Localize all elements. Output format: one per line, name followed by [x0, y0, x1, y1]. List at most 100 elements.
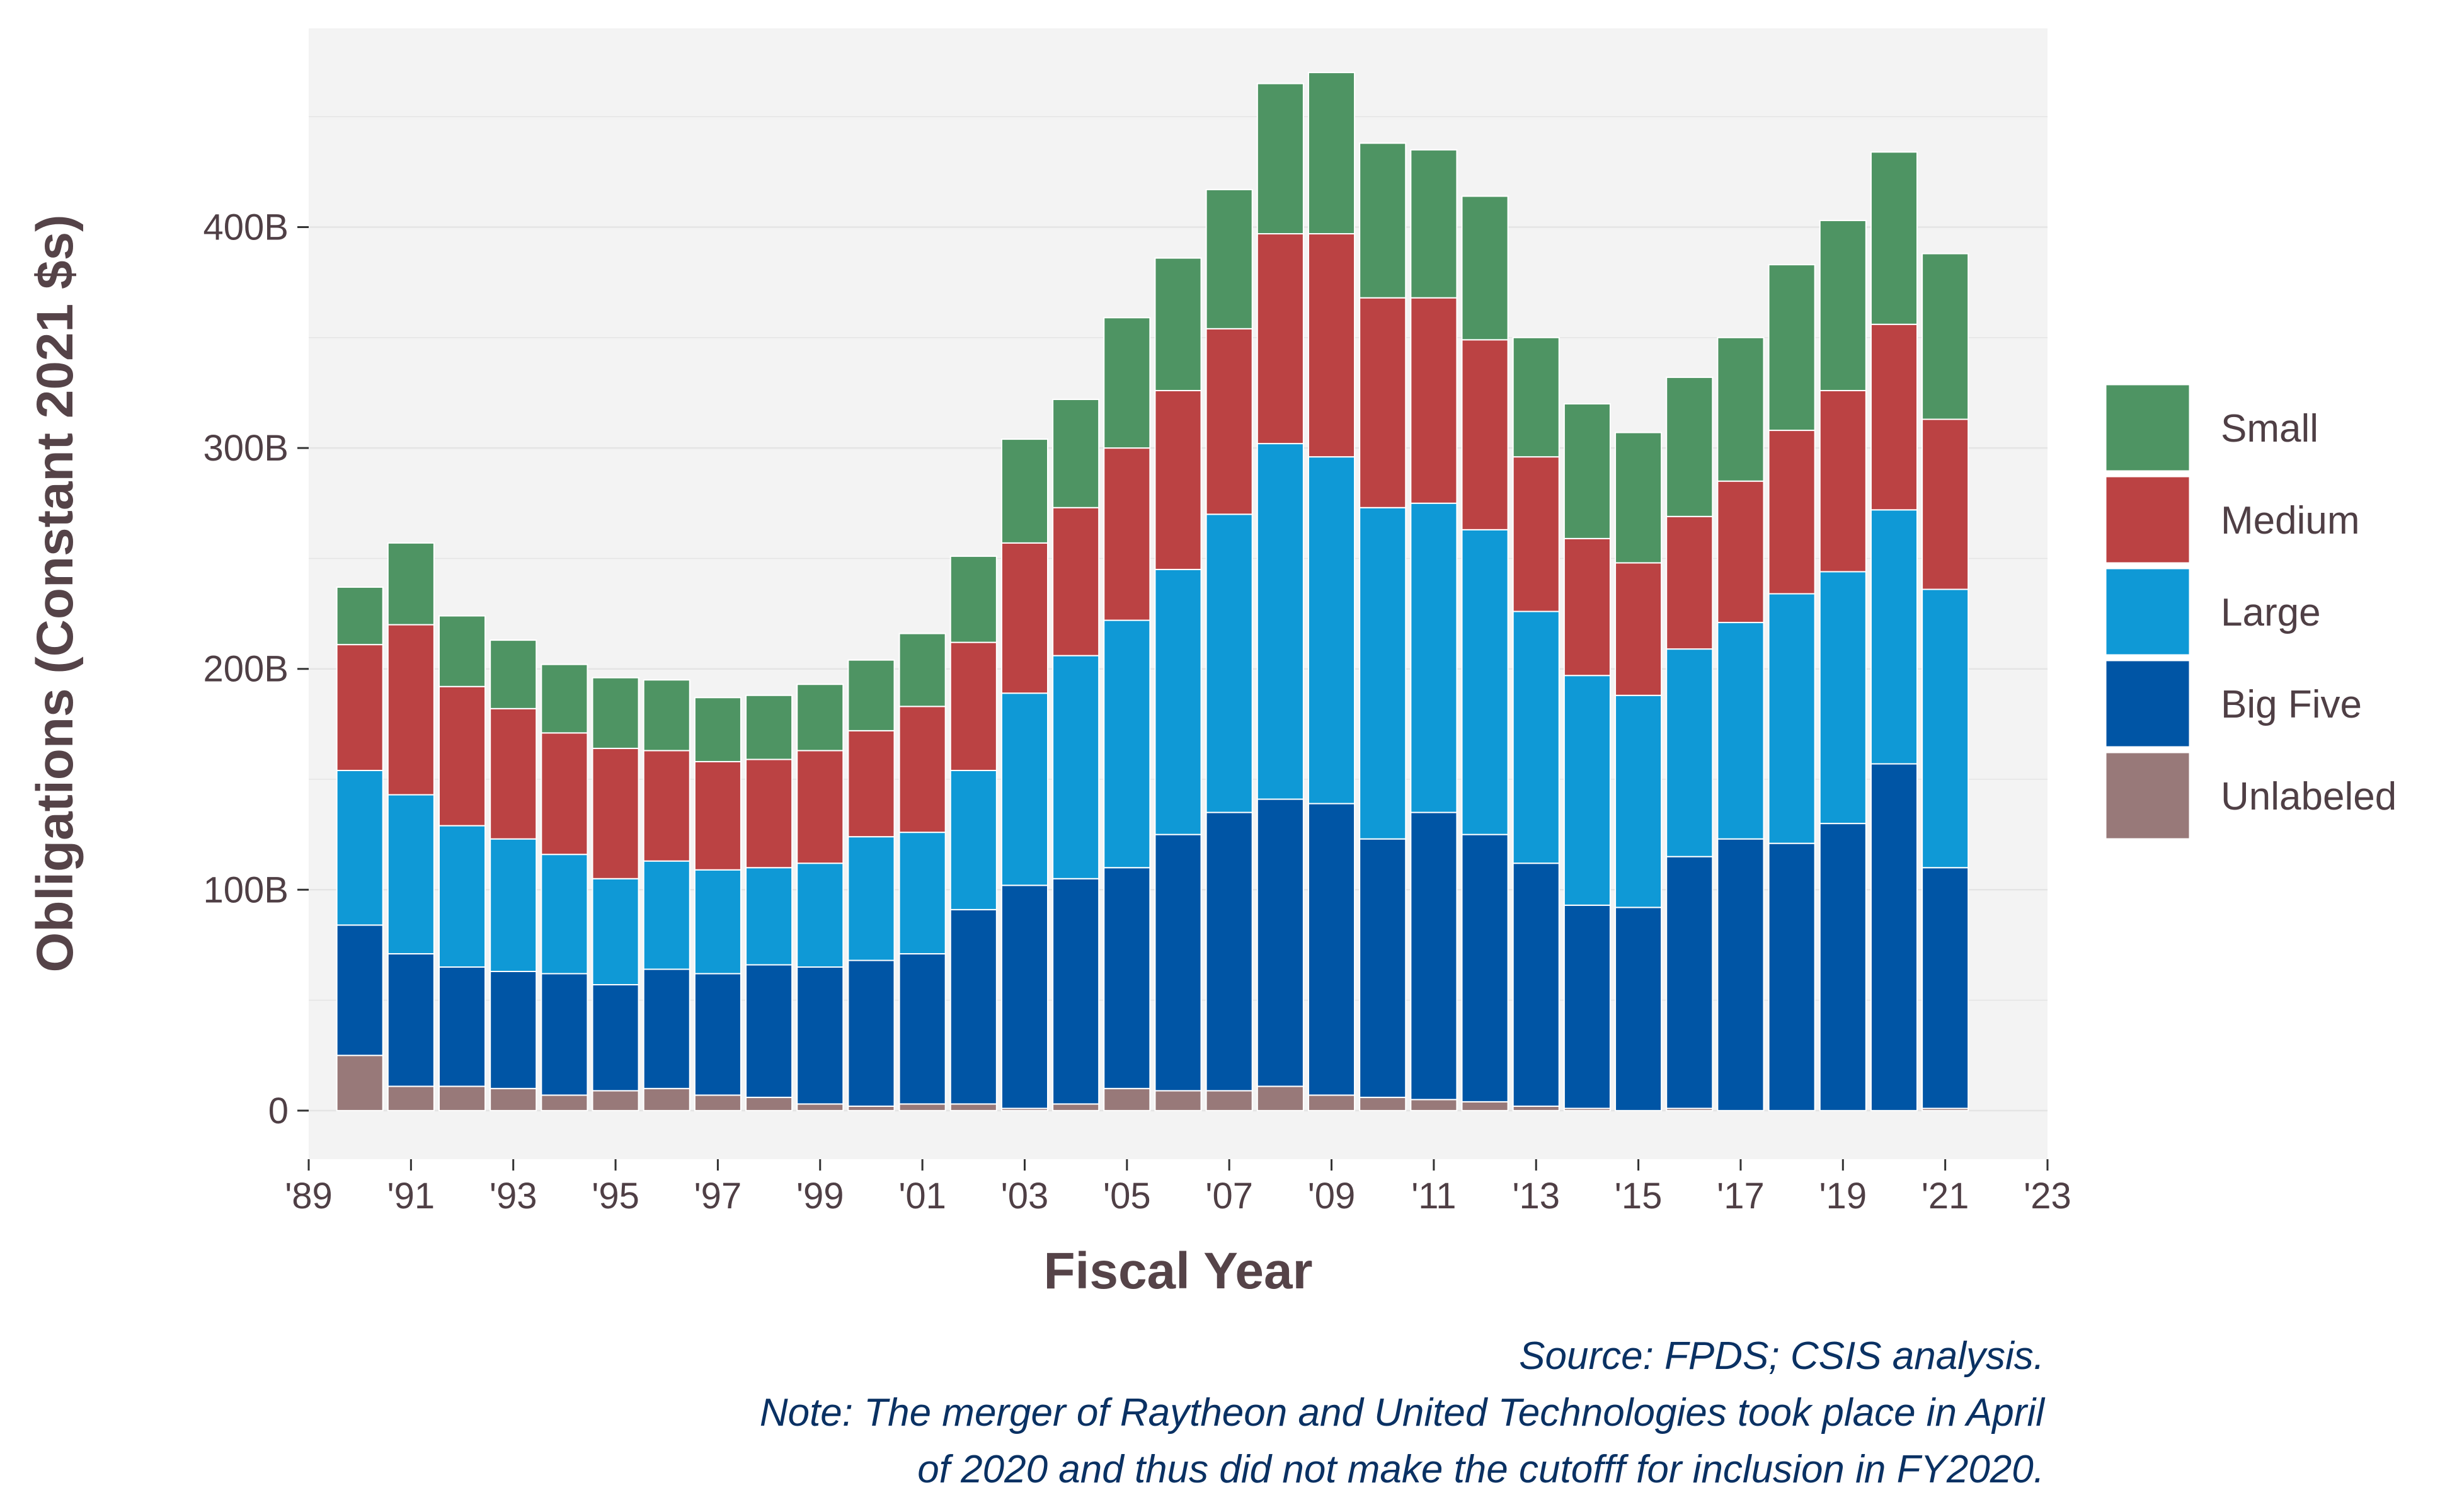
legend-swatch-large — [2104, 567, 2191, 656]
bar-large-1993 — [490, 838, 537, 973]
bar-small-2018 — [1768, 264, 1816, 432]
bar-medium-2009 — [1308, 233, 1356, 458]
bar-big-five-1992 — [438, 966, 486, 1087]
bar-medium-2017 — [1717, 480, 1765, 624]
bar-small-2016 — [1666, 376, 1714, 517]
bar-large-2020 — [1870, 509, 1918, 765]
x-tick-label: '93 — [490, 1176, 537, 1217]
bar-medium-2005 — [1103, 447, 1151, 621]
bar-large-2005 — [1103, 619, 1151, 869]
bar-big-five-2021 — [1922, 867, 1969, 1109]
bar-medium-2013 — [1512, 456, 1560, 612]
legend-label: Unlabeled — [2221, 775, 2397, 818]
bar-big-five-2006 — [1154, 833, 1202, 1092]
bar-large-2021 — [1922, 588, 1969, 869]
x-axis-title: Fiscal Year — [1043, 1242, 1312, 1300]
bar-small-1995 — [592, 677, 639, 749]
x-tick-label: '01 — [898, 1176, 946, 1217]
bar-small-2002 — [949, 555, 997, 643]
x-tick-label: '99 — [796, 1176, 844, 1217]
bar-large-2009 — [1308, 456, 1356, 805]
y-tick-label: 300B — [203, 428, 289, 469]
bar-medium-1994 — [541, 732, 588, 856]
bar-big-five-2015 — [1615, 907, 1663, 1111]
bar-large-1996 — [643, 860, 690, 970]
bar-unlabeled-2008 — [1256, 1085, 1304, 1111]
bar-big-five-2004 — [1052, 878, 1100, 1105]
bar-large-2001 — [898, 832, 946, 954]
x-tick-label: '15 — [1615, 1176, 1663, 1217]
bar-unlabeled-2002 — [949, 1103, 997, 1111]
x-tick-label: '03 — [1001, 1176, 1049, 1217]
legend-swatch-unlabeled — [2104, 751, 2191, 840]
y-axis: 0 100B 200B 300B 400B — [203, 207, 309, 1131]
bar-big-five-2012 — [1461, 833, 1509, 1102]
x-tick-label: '21 — [1922, 1176, 1969, 1217]
bar-medium-2016 — [1666, 515, 1714, 650]
bar-small-1996 — [643, 679, 690, 752]
bar-unlabeled-2012 — [1461, 1101, 1509, 1111]
bar-large-1994 — [541, 854, 588, 975]
bar-medium-2011 — [1410, 297, 1458, 504]
bar-large-2016 — [1666, 648, 1714, 857]
bar-large-2019 — [1819, 571, 1867, 825]
bar-unlabeled-1996 — [643, 1087, 690, 1111]
bar-big-five-2011 — [1410, 811, 1458, 1101]
bar-large-1992 — [438, 825, 486, 968]
bar-small-1998 — [745, 694, 793, 760]
bar-small-2001 — [898, 633, 946, 707]
bar-big-five-2003 — [1000, 885, 1048, 1109]
bar-small-2004 — [1052, 398, 1100, 508]
bar-big-five-2016 — [1666, 856, 1714, 1109]
bar-medium-2020 — [1870, 323, 1918, 511]
bar-big-five-2001 — [898, 953, 946, 1105]
bar-unlabeled-2011 — [1410, 1099, 1458, 1111]
bar-unlabeled-1990 — [336, 1055, 384, 1111]
bar-big-five-2018 — [1768, 842, 1816, 1111]
legend-label: Large — [2221, 591, 2321, 634]
bar-unlabeled-1992 — [438, 1085, 486, 1111]
bar-small-1994 — [541, 663, 588, 734]
x-tick-label: '07 — [1205, 1176, 1253, 1217]
bar-big-five-1997 — [694, 973, 742, 1096]
bar-medium-2002 — [949, 641, 997, 771]
bar-unlabeled-1993 — [490, 1087, 537, 1111]
bar-large-2008 — [1256, 443, 1304, 800]
bar-small-2007 — [1205, 188, 1253, 329]
bar-medium-1993 — [490, 707, 537, 840]
legend-label: Medium — [2221, 499, 2360, 542]
bar-medium-2015 — [1615, 562, 1663, 696]
bar-small-2003 — [1000, 438, 1048, 544]
bar-big-five-1993 — [490, 971, 537, 1089]
bar-unlabeled-1991 — [387, 1085, 435, 1111]
bar-small-2000 — [847, 659, 895, 731]
bar-medium-1991 — [387, 624, 435, 796]
bar-medium-2003 — [1000, 542, 1048, 694]
bar-large-2002 — [949, 769, 997, 910]
legend-swatch-small — [2104, 383, 2191, 472]
bar-medium-2018 — [1768, 430, 1816, 595]
bar-large-2003 — [1000, 692, 1048, 886]
x-tick-label: '09 — [1308, 1176, 1356, 1217]
bar-unlabeled-1995 — [592, 1090, 639, 1111]
bar-medium-2000 — [847, 730, 895, 838]
bar-small-1997 — [694, 697, 742, 762]
bar-big-five-2010 — [1359, 838, 1407, 1098]
x-tick-label: '17 — [1717, 1176, 1765, 1217]
bar-unlabeled-2004 — [1052, 1103, 1100, 1111]
bar-small-2012 — [1461, 195, 1509, 341]
y-tick-label: 200B — [203, 649, 289, 690]
bar-small-2009 — [1308, 72, 1356, 235]
x-tick-label: '05 — [1103, 1176, 1151, 1217]
bar-small-2006 — [1154, 257, 1202, 391]
bar-big-five-2005 — [1103, 867, 1151, 1089]
bar-medium-1997 — [694, 760, 742, 871]
bar-big-five-1996 — [643, 968, 690, 1089]
x-tick-label: '91 — [387, 1176, 435, 1217]
bar-medium-1995 — [592, 747, 639, 879]
bar-big-five-2000 — [847, 959, 895, 1107]
bar-large-1997 — [694, 869, 742, 975]
bar-medium-2012 — [1461, 339, 1509, 530]
y-tick-label: 400B — [203, 207, 289, 248]
bar-small-2015 — [1615, 432, 1663, 564]
